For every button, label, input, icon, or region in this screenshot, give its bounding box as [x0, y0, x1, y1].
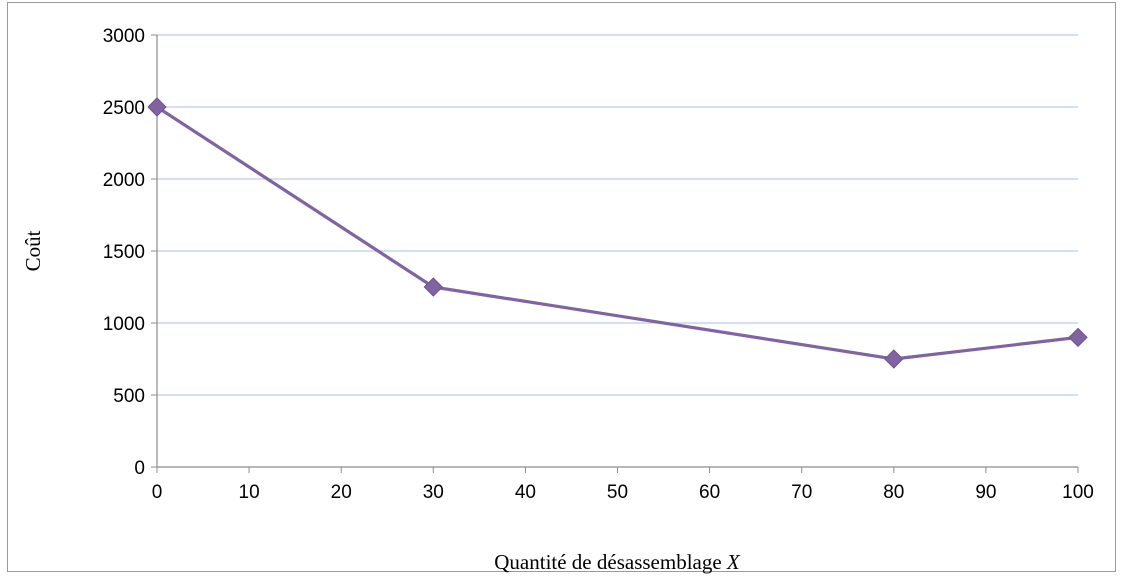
x-tick-label-90: 90 — [975, 482, 996, 503]
x-tick-label-0: 0 — [152, 482, 163, 503]
x-tick-label-30: 30 — [423, 482, 444, 503]
y-tick-label-1500: 1500 — [103, 242, 145, 263]
x-tick-label-10: 10 — [239, 482, 260, 503]
x-tick-label-50: 50 — [607, 482, 628, 503]
y-tick-label-2000: 2000 — [103, 170, 145, 191]
y-tick-label-1000: 1000 — [103, 314, 145, 335]
y-tick-labels: 0 500 1000 1500 2000 2500 3000 — [103, 26, 145, 479]
y-tick-label-3000: 3000 — [103, 26, 145, 47]
y-tick-label-500: 500 — [113, 386, 145, 407]
series — [147, 97, 1088, 369]
x-axis-title: Quantité de désassemblage X — [494, 550, 741, 574]
series-line-0 — [156, 105, 1079, 361]
y-axis-title: Coût — [21, 230, 45, 271]
x-tick-label-20: 20 — [331, 482, 352, 503]
chart-frame — [7, 2, 1116, 572]
data-point-0 — [147, 97, 167, 117]
x-tick-label-70: 70 — [791, 482, 812, 503]
y-tick-label-2500: 2500 — [103, 98, 145, 119]
data-point-30 — [423, 277, 444, 297]
data-point-80 — [884, 349, 904, 369]
x-tick-label-100: 100 — [1062, 482, 1094, 503]
x-tick-label-40: 40 — [515, 482, 536, 503]
x-tick-label-60: 60 — [699, 482, 720, 503]
x-tick-label-80: 80 — [883, 482, 904, 503]
x-tick-labels: 0 10 20 30 40 50 60 70 80 90 100 — [152, 482, 1094, 503]
x-axis-title-text: Quantité de désassemblage — [494, 550, 721, 574]
x-axis-title-variable: X — [726, 550, 741, 574]
gridlines — [157, 34, 1078, 396]
y-tick-label-0: 0 — [134, 458, 145, 479]
axes — [151, 34, 1079, 473]
data-point-100 — [1068, 327, 1088, 348]
